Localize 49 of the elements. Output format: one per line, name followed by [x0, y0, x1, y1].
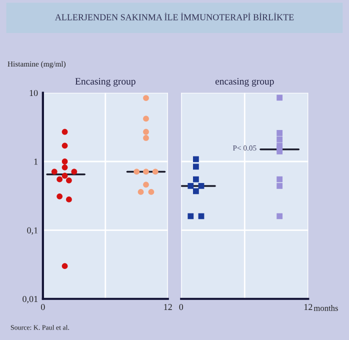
y-tick-label: 10 [30, 90, 38, 96]
x-tick-label: 12 [164, 304, 172, 310]
x-tick-label: 0 [41, 304, 45, 310]
point [188, 183, 194, 189]
point [198, 183, 204, 189]
point [62, 158, 68, 164]
chart-title: encasing group [215, 78, 274, 87]
x-axis-title: months [314, 305, 338, 311]
point [276, 183, 283, 189]
point [193, 188, 199, 194]
point [143, 128, 149, 135]
point [276, 94, 283, 101]
point [56, 176, 63, 182]
point [62, 128, 68, 135]
point [143, 182, 149, 188]
point [198, 213, 204, 220]
point [193, 176, 199, 182]
point [138, 189, 144, 195]
point [276, 176, 283, 182]
point [148, 189, 154, 195]
point [143, 135, 149, 141]
point [276, 148, 283, 154]
chart-title: Encasing group [75, 78, 136, 87]
point [62, 263, 68, 270]
point [276, 213, 283, 220]
point [134, 168, 140, 175]
point [62, 142, 68, 149]
point [193, 156, 199, 162]
point [143, 95, 149, 101]
point [276, 136, 283, 142]
point [276, 130, 283, 136]
point [62, 164, 68, 170]
point [193, 164, 199, 170]
point [143, 116, 149, 122]
point [56, 193, 63, 200]
y-tick-label: 1 [34, 158, 38, 165]
x-tick-label: 12 [304, 304, 312, 310]
point [62, 172, 68, 179]
y-tick-label: 0,1 [27, 227, 38, 235]
x-tick-label: 0 [179, 304, 184, 310]
point [152, 168, 158, 175]
point [188, 213, 194, 220]
text: ALLERJENDEN SAKINMA İLE İMMUNOTERAPİ BİRLİKTE [54, 12, 294, 20]
point [71, 168, 78, 175]
y-tick-label: 0,01 [22, 296, 38, 304]
point [66, 196, 72, 202]
point [66, 177, 72, 184]
point [51, 168, 58, 175]
point [143, 168, 149, 175]
